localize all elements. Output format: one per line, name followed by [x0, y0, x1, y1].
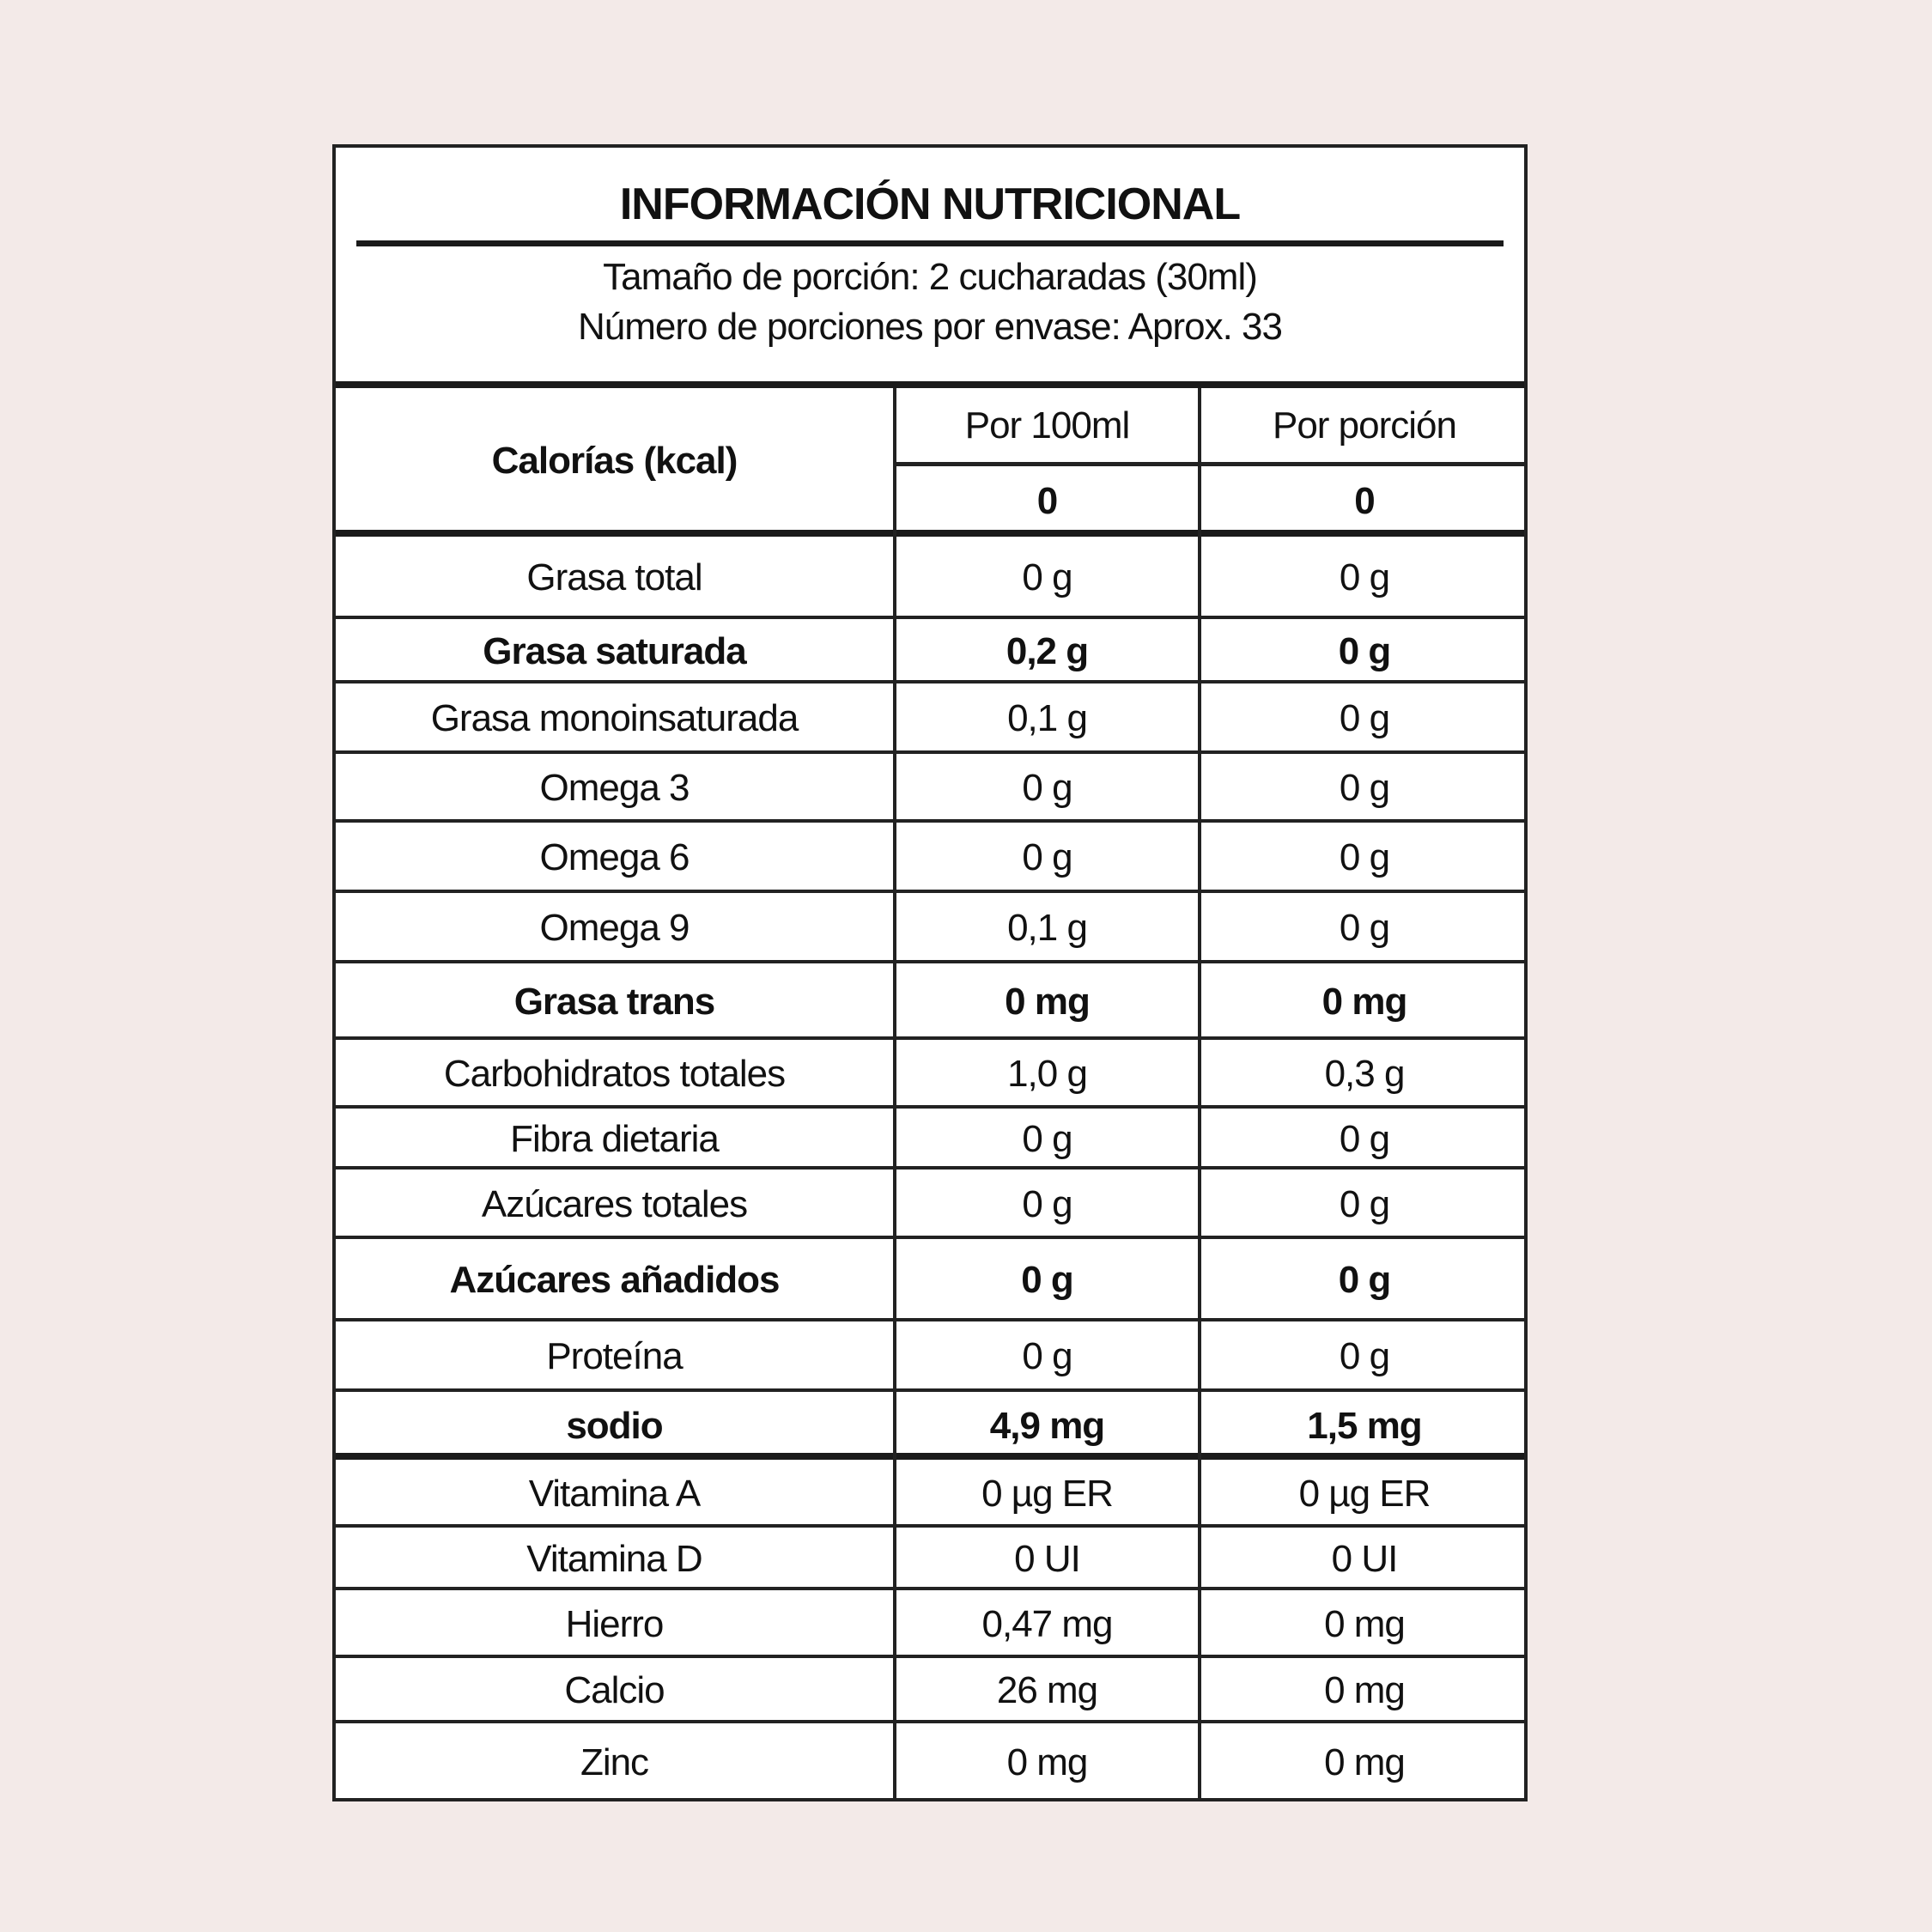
- serving-size: Tamaño de porción: 2 cucharadas (30ml): [603, 256, 1258, 298]
- value-per-100ml: 0 g: [1021, 1259, 1074, 1301]
- nutrient-name: Azúcares totales: [481, 1182, 748, 1225]
- header-divider: [336, 381, 1524, 388]
- row-divider: [336, 1388, 1524, 1392]
- column-header-per-serving: Por porción: [1272, 404, 1457, 447]
- nutrient-name: Omega 9: [539, 907, 690, 949]
- row-divider: [336, 890, 1524, 893]
- row-divider: [336, 530, 1524, 537]
- row-divider: [336, 1036, 1524, 1040]
- nutrient-name: Calcio: [564, 1669, 665, 1711]
- label-title: INFORMACIÓN NUTRICIONAL: [619, 179, 1241, 229]
- nutrient-name: sodio: [566, 1404, 663, 1447]
- value-per-100ml: 1,0 g: [1007, 1053, 1088, 1095]
- value-per-serving: 0 g: [1339, 767, 1390, 809]
- nutrient-name: Grasa trans: [513, 980, 716, 1023]
- value-per-serving: 0 UI: [1331, 1537, 1399, 1580]
- nutrient-name: Azúcares añadidos: [449, 1259, 780, 1301]
- nutrient-name: Vitamina A: [528, 1472, 702, 1515]
- value-per-serving: 0 g: [1339, 556, 1390, 598]
- column-header-per-100ml: Por 100ml: [964, 404, 1131, 447]
- value-per-100ml: 26 mg: [996, 1669, 1098, 1711]
- value-per-100ml: 0 g: [1022, 836, 1072, 878]
- row-divider: [336, 680, 1524, 683]
- value-per-100ml: 0,1 g: [1007, 697, 1088, 739]
- value-per-serving: 0 g: [1338, 1259, 1392, 1301]
- row-divider: [336, 819, 1524, 823]
- title-divider: [356, 240, 1504, 246]
- column-divider-1: [893, 388, 896, 1798]
- value-per-100ml: 0,1 g: [1007, 907, 1088, 949]
- nutrient-name: Omega 6: [539, 836, 690, 878]
- nutrient-name: Proteína: [546, 1335, 683, 1377]
- servings-per-container: Número de porciones por envase: Aprox. 3…: [578, 306, 1283, 348]
- calories-subdivider: [896, 462, 1524, 466]
- value-per-serving: 0 g: [1338, 629, 1392, 672]
- nutrient-name: Omega 3: [539, 767, 690, 809]
- row-divider: [336, 1587, 1524, 1590]
- row-divider: [336, 750, 1524, 754]
- row-divider: [336, 1166, 1524, 1170]
- calories-per-serving: 0: [1354, 480, 1375, 522]
- value-per-serving: 0 mg: [1324, 1602, 1406, 1645]
- row-divider: [336, 1720, 1524, 1723]
- value-per-100ml: 0 g: [1022, 1117, 1072, 1160]
- row-divider: [336, 960, 1524, 963]
- value-per-100ml: 0 g: [1022, 556, 1072, 598]
- value-per-100ml: 0,47 mg: [981, 1602, 1114, 1645]
- row-divider: [336, 1236, 1524, 1239]
- value-per-serving: 0 µg ER: [1298, 1472, 1431, 1515]
- row-divider: [336, 1655, 1524, 1658]
- nutrient-name: Grasa saturada: [483, 629, 746, 672]
- nutrient-name: Grasa monoinsaturada: [430, 697, 799, 739]
- calories-label: Calorías (kcal): [491, 440, 738, 482]
- nutrient-name: Carbohidratos totales: [443, 1053, 786, 1095]
- nutrition-facts-label: INFORMACIÓN NUTRICIONAL Tamaño de porció…: [332, 144, 1528, 1801]
- value-per-serving: 0 mg: [1324, 1741, 1406, 1783]
- value-per-serving: 1,5 mg: [1307, 1404, 1422, 1447]
- value-per-100ml: 0 g: [1022, 1335, 1072, 1377]
- value-per-100ml: 0 mg: [1005, 980, 1091, 1023]
- value-per-serving: 0 g: [1339, 836, 1390, 878]
- value-per-serving: 0 g: [1339, 697, 1390, 739]
- value-per-serving: 0 mg: [1324, 1669, 1406, 1711]
- value-per-serving: 0 g: [1339, 1117, 1390, 1160]
- row-divider: [336, 616, 1524, 619]
- value-per-serving: 0 g: [1339, 1335, 1390, 1377]
- value-per-100ml: 0 g: [1022, 1182, 1072, 1225]
- nutrient-name: Vitamina D: [526, 1537, 702, 1580]
- column-divider-2: [1198, 388, 1201, 1798]
- nutrient-name: Hierro: [565, 1602, 665, 1645]
- value-per-serving: 0,3 g: [1324, 1053, 1406, 1095]
- value-per-100ml: 0 g: [1022, 767, 1072, 809]
- nutrient-name: Zinc: [580, 1741, 649, 1783]
- nutrient-name: Fibra dietaria: [510, 1117, 720, 1160]
- row-divider: [336, 1105, 1524, 1109]
- value-per-100ml: 0,2 g: [1005, 629, 1089, 672]
- value-per-serving: 0 mg: [1321, 980, 1408, 1023]
- calories-per-100ml: 0: [1036, 480, 1058, 522]
- value-per-100ml: 0 mg: [1006, 1741, 1089, 1783]
- row-divider: [336, 1524, 1524, 1528]
- row-divider: [336, 1318, 1524, 1321]
- value-per-serving: 0 g: [1339, 1182, 1390, 1225]
- value-per-100ml: 0 µg ER: [981, 1472, 1114, 1515]
- value-per-100ml: 4,9 mg: [989, 1404, 1105, 1447]
- nutrient-name: Grasa total: [526, 556, 702, 598]
- value-per-100ml: 0 UI: [1014, 1537, 1081, 1580]
- value-per-serving: 0 g: [1339, 907, 1390, 949]
- row-divider: [336, 1453, 1524, 1460]
